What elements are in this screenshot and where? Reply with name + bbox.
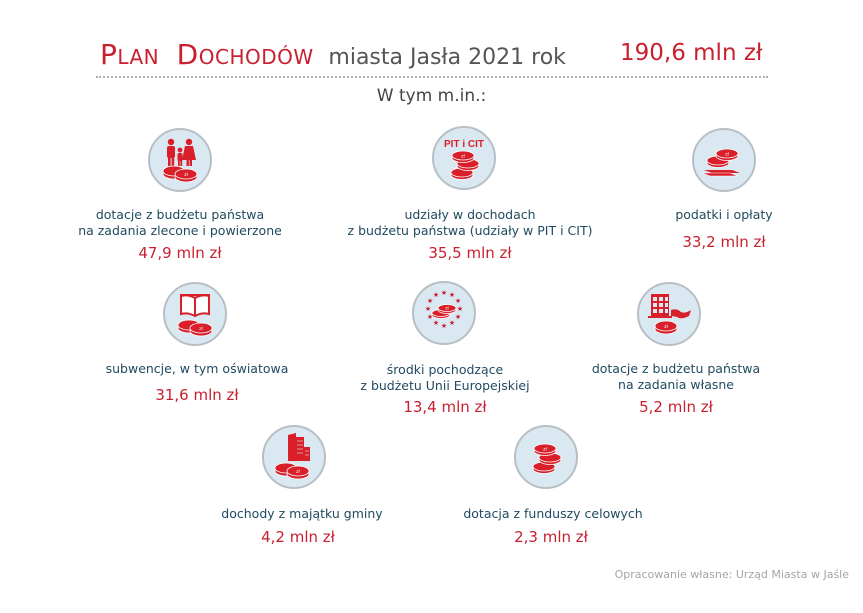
svg-text:★: ★	[433, 319, 439, 327]
building-hand-coin-icon: zł	[637, 282, 701, 346]
svg-text:zł: zł	[725, 152, 729, 158]
item-label-line2: z budżetu państwa (udziały w PIT i CIT)	[347, 223, 593, 238]
item-label-line1: udziały w dochodach	[404, 207, 536, 222]
coin-stack-icon: zł	[514, 425, 578, 489]
title-rest: miasta Jasła 2021 rok	[328, 45, 566, 70]
item-value: 35,5 mln zł	[428, 244, 512, 262]
item-label-line1: dotacja z funduszy celowych	[463, 506, 643, 521]
svg-text:zł: zł	[445, 306, 449, 311]
svg-text:★: ★	[427, 297, 433, 305]
item-label-line1: dochody z majątku gminy	[221, 506, 383, 521]
svg-text:★: ★	[441, 289, 447, 297]
svg-text:zł: zł	[199, 326, 203, 332]
svg-text:★: ★	[433, 291, 439, 299]
item-label-line1: dotacje z budżetu państwa	[95, 207, 265, 222]
dotted-divider	[96, 76, 768, 78]
item-label-line1: dotacje z budżetu państwa	[591, 361, 761, 376]
item-label-line1: podatki i opłaty	[675, 207, 773, 222]
item-label-line2: na zadania zlecone i powierzone	[78, 223, 282, 238]
svg-text:★: ★	[449, 291, 455, 299]
svg-text:zł: zł	[543, 447, 547, 453]
eu-stars-coins-icon: ★ ★ ★ ★ ★ ★ ★ ★ ★ ★ ★ ★ zł	[412, 281, 476, 345]
pit-cit-coins-icon: PIT i CIT zł	[432, 126, 496, 190]
svg-text:★: ★	[425, 305, 431, 313]
svg-text:★: ★	[455, 297, 461, 305]
coins-documents-icon: zł	[692, 128, 756, 192]
family-coins-icon: zł	[148, 128, 212, 192]
title-plan: Plan	[100, 38, 160, 71]
item-value: 13,4 mln zł	[403, 398, 487, 416]
item-value: 47,9 mln zł	[138, 244, 222, 262]
item-label-line2: z budżetu Unii Europejskiej	[360, 378, 530, 393]
svg-text:★: ★	[427, 313, 433, 321]
item-label-line1: środki pochodzące	[386, 362, 504, 377]
item-label-line2: na zadania własne	[618, 377, 734, 392]
buildings-coins-icon: zł	[262, 425, 326, 489]
svg-text:zł: zł	[461, 154, 465, 160]
svg-text:★: ★	[441, 322, 447, 330]
svg-text:★: ★	[449, 319, 455, 327]
source-credit: Opracowanie własne: Urząd Miasta w Jaśle	[614, 568, 849, 581]
subtitle: W tym m.in.:	[376, 86, 487, 106]
item-value: 31,6 mln zł	[155, 386, 239, 404]
svg-text:zł: zł	[664, 324, 668, 330]
svg-text:★: ★	[457, 305, 463, 313]
book-coins-icon: zł	[163, 282, 227, 346]
item-value: 2,3 mln zł	[514, 528, 588, 546]
page-title: Plan Dochodów miasta Jasła 2021 rok	[100, 38, 566, 71]
svg-text:zł: zł	[184, 172, 188, 178]
svg-text:zł: zł	[296, 469, 300, 475]
total-value: 190,6 mln zł	[620, 40, 763, 66]
svg-text:PIT i CIT: PIT i CIT	[444, 139, 484, 150]
item-value: 5,2 mln zł	[639, 398, 713, 416]
item-value: 4,2 mln zł	[261, 528, 335, 546]
item-value: 33,2 mln zł	[682, 233, 766, 251]
item-label-line1: subwencje, w tym oświatowa	[105, 361, 289, 376]
title-dochodow: Dochodów	[176, 38, 314, 71]
svg-text:★: ★	[455, 313, 461, 321]
